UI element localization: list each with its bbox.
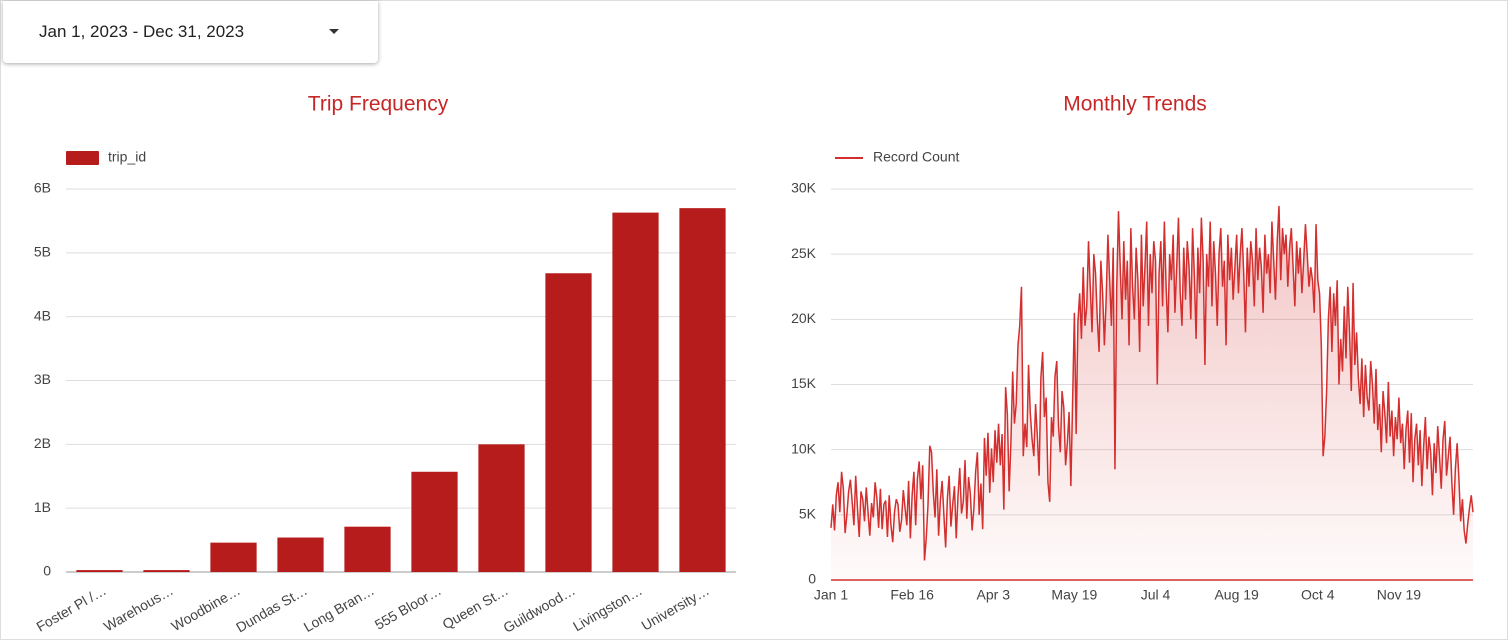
x-tick-label: May 19: [1051, 587, 1097, 603]
area: [831, 205, 1473, 580]
bar: [210, 542, 257, 572]
bar: [545, 273, 592, 572]
x-tick-label: University…: [638, 582, 711, 634]
x-tick-label: Livingston…: [570, 582, 645, 634]
chart-title: Monthly Trends: [1063, 93, 1207, 116]
y-tick-label: 15K: [791, 375, 817, 391]
x-tick-label: Jan 1: [814, 587, 848, 603]
bar: [143, 570, 190, 572]
bar: [478, 444, 525, 572]
x-tick-label: Woodbine…: [168, 582, 243, 634]
x-tick-label: Guildwood…: [500, 582, 577, 636]
x-tick-label: 555 Bloor…: [372, 582, 444, 633]
dropdown-arrow[interactable]: [328, 28, 340, 36]
y-tick-label: 5K: [799, 506, 817, 522]
x-tick-label: Aug 19: [1214, 587, 1259, 603]
chart-title: Trip Frequency: [308, 93, 449, 116]
legend-swatch: [66, 151, 99, 165]
bar: [76, 570, 123, 572]
y-tick-label: 1B: [34, 499, 51, 515]
bar: [679, 208, 726, 572]
bar: [411, 471, 458, 572]
x-tick-label: Dundas St…: [233, 582, 310, 636]
y-tick-label: 5B: [34, 244, 51, 260]
legend-label: trip_id: [108, 149, 146, 165]
legend-label: Record Count: [873, 149, 959, 165]
line: [830, 205, 1474, 561]
date-range[interactable]: Jan 1, 2023 - Dec 31, 2023: [39, 22, 245, 41]
x-tick-label: Warehous…: [101, 582, 176, 635]
x-tick-label: Feb 16: [890, 587, 934, 603]
y-tick-label: 4B: [34, 307, 51, 323]
y-tick-label: 2B: [34, 435, 51, 451]
y-tick-label: 6B: [34, 180, 51, 196]
bar: [277, 537, 324, 572]
x-tick-label: Foster Pl /…: [33, 582, 108, 635]
x-tick-label: Jul 4: [1141, 587, 1171, 603]
bar: [612, 212, 659, 572]
y-tick-label: 10K: [791, 440, 817, 456]
x-tick-label: Queen St…: [439, 582, 510, 632]
date-range-picker[interactable]: Jan 1, 2023 - Dec 31, 2023: [3, 1, 378, 63]
bar: [344, 526, 391, 572]
x-tick-label: Apr 3: [977, 587, 1011, 603]
x-tick-label: Oct 4: [1301, 587, 1335, 603]
y-tick-label: 25K: [791, 245, 817, 261]
y-tick-label: 20K: [791, 310, 817, 326]
y-tick-label: 0: [808, 571, 816, 587]
x-tick-label: Long Bran…: [301, 582, 377, 635]
y-tick-label: 3B: [34, 371, 51, 387]
x-tick-label: Nov 19: [1377, 587, 1422, 603]
y-tick-label: 30K: [791, 180, 817, 196]
y-tick-label: 0: [43, 563, 51, 579]
